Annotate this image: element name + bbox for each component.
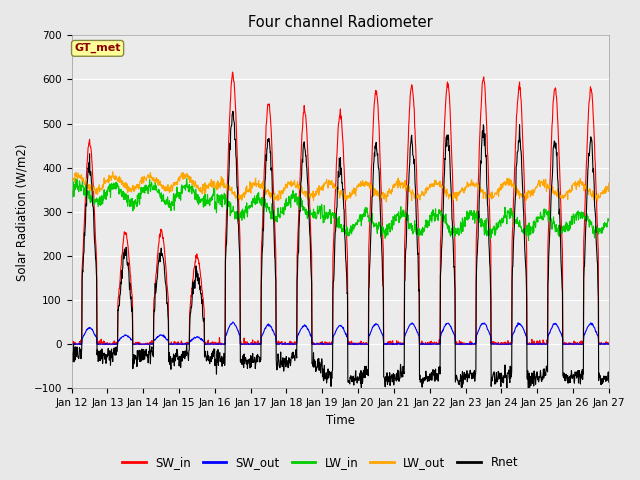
SW_out — [494, 341, 502, 347]
SW_in — [68, 341, 76, 347]
Rnet — [188, 304, 195, 310]
LW_in — [68, 187, 76, 193]
SW_out — [541, 341, 549, 347]
Rnet — [229, 108, 237, 114]
LW_out — [175, 177, 182, 182]
SW_in — [424, 341, 432, 347]
SW_in — [228, 69, 236, 75]
Rnet — [424, 379, 431, 384]
LW_in — [525, 238, 532, 243]
SW_in — [175, 339, 182, 345]
LW_in — [605, 218, 612, 224]
Rnet — [494, 377, 502, 383]
Text: GT_met: GT_met — [74, 43, 121, 53]
SW_out — [188, 337, 195, 343]
SW_in — [605, 341, 612, 347]
Line: SW_in: SW_in — [72, 72, 609, 344]
SW_out — [174, 341, 182, 347]
SW_out — [248, 341, 255, 347]
LW_out — [248, 184, 255, 190]
LW_in — [542, 207, 550, 213]
Rnet — [525, 389, 532, 395]
Title: Four channel Radiometer: Four channel Radiometer — [248, 15, 433, 30]
LW_in — [175, 192, 182, 198]
LW_in — [248, 198, 255, 204]
LW_out — [605, 180, 612, 186]
LW_out — [542, 177, 550, 182]
LW_out — [68, 177, 76, 183]
SW_in — [542, 341, 550, 347]
Line: SW_out: SW_out — [72, 322, 609, 344]
Rnet — [248, 354, 255, 360]
LW_in — [494, 222, 502, 228]
SW_out — [229, 319, 237, 325]
SW_in — [188, 294, 195, 300]
SW_in — [495, 339, 502, 345]
LW_out — [495, 190, 502, 196]
SW_out — [605, 341, 612, 347]
Line: Rnet: Rnet — [72, 111, 609, 392]
LW_in — [188, 187, 195, 193]
LW_out — [109, 169, 116, 175]
LW_out — [188, 180, 195, 185]
Line: LW_in: LW_in — [72, 179, 609, 240]
SW_out — [68, 341, 76, 347]
SW_out — [424, 341, 431, 347]
Rnet — [542, 372, 550, 378]
LW_out — [383, 199, 390, 205]
Line: LW_out: LW_out — [72, 172, 609, 202]
Legend: SW_in, SW_out, LW_in, LW_out, Rnet: SW_in, SW_out, LW_in, LW_out, Rnet — [117, 452, 523, 474]
LW_out — [424, 187, 432, 193]
SW_in — [248, 341, 256, 347]
SW_in — [68, 338, 76, 344]
Rnet — [174, 357, 182, 362]
Rnet — [605, 379, 612, 385]
LW_in — [72, 176, 79, 181]
LW_in — [424, 225, 431, 230]
Y-axis label: Solar Radiation (W/m2): Solar Radiation (W/m2) — [15, 143, 28, 281]
X-axis label: Time: Time — [326, 414, 355, 427]
Rnet — [68, 348, 76, 354]
